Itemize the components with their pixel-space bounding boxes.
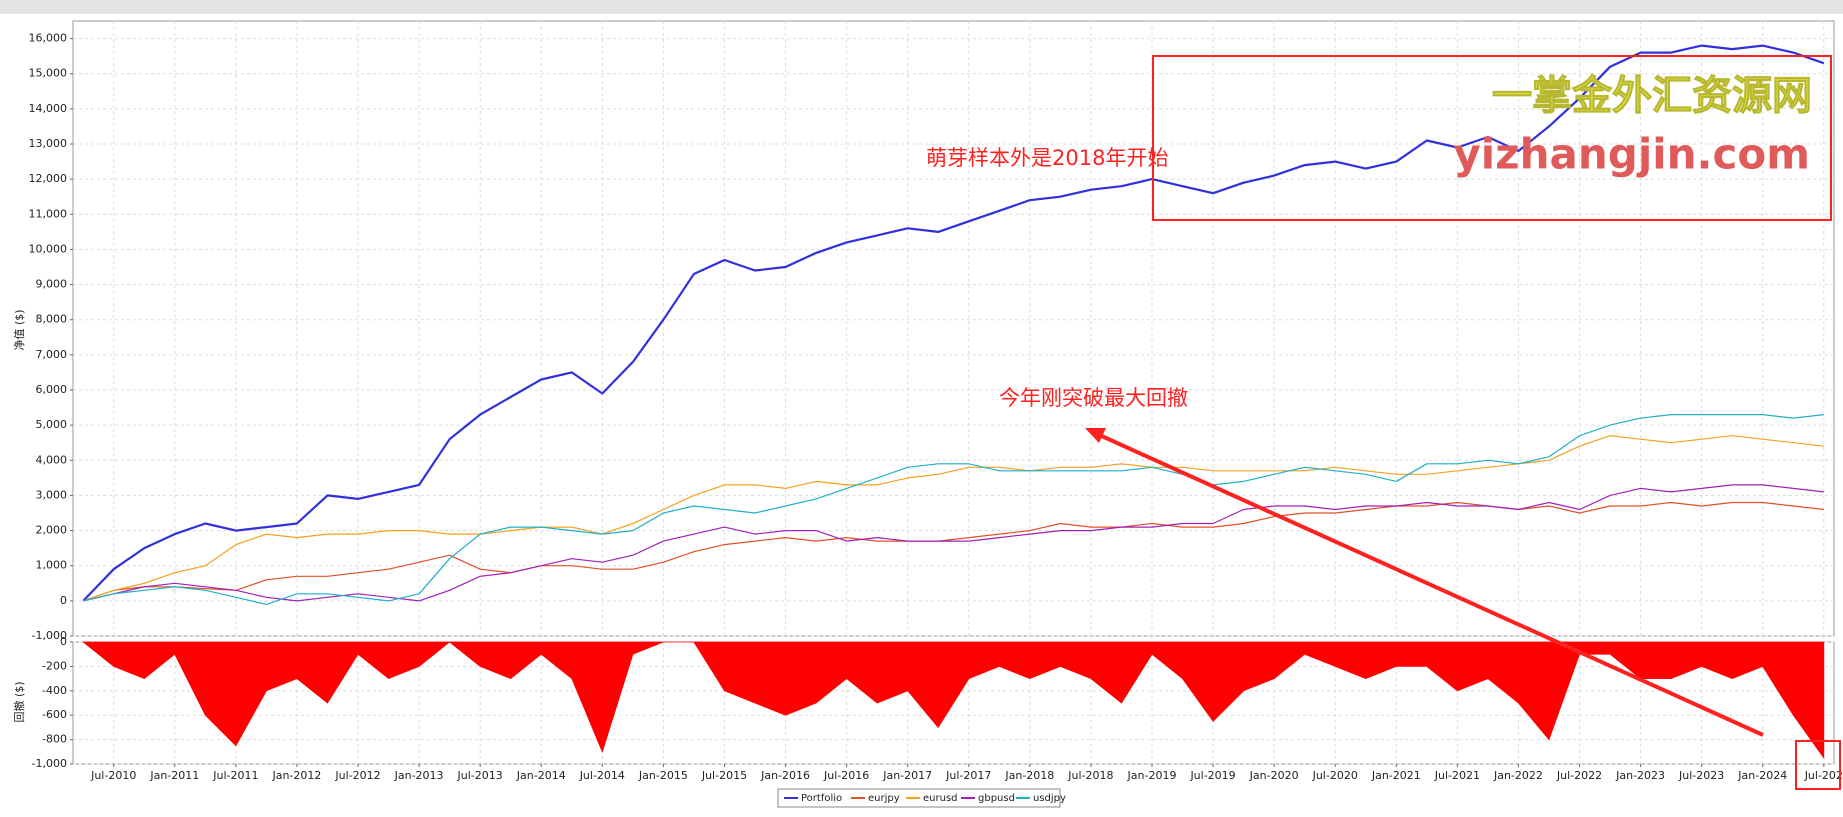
legend-label: usdjpy xyxy=(1033,793,1066,804)
y-tick-label: 2,000 xyxy=(36,524,68,537)
y-tick-label: -600 xyxy=(42,708,67,721)
y-tick-label: 1,000 xyxy=(36,559,68,572)
y-tick-label: 10,000 xyxy=(29,242,68,255)
x-tick-label: Jul-2021 xyxy=(1434,769,1480,782)
watermark: 一掌金外汇资源网 xyxy=(1492,73,1812,119)
arrow-head xyxy=(1085,428,1106,443)
y-tick-label: -400 xyxy=(42,684,67,697)
y-tick-label: 4,000 xyxy=(36,453,68,466)
x-tick-label: Jan-2018 xyxy=(1004,769,1054,782)
x-tick-label: Jan-2014 xyxy=(516,769,566,782)
y-tick-label: 11,000 xyxy=(29,207,68,220)
y-tick-label: 14,000 xyxy=(29,102,68,115)
y-tick-label: -1,000 xyxy=(32,757,67,770)
y-tick-label: 8,000 xyxy=(36,313,68,326)
x-tick-label: Jul-2011 xyxy=(212,769,258,782)
y-tick-label: 7,000 xyxy=(36,348,68,361)
x-tick-label: Jan-2024 xyxy=(1737,769,1787,782)
legend-label: eurjpy xyxy=(868,793,900,804)
y-tick-label: 9,000 xyxy=(36,278,68,291)
annotation: 萌芽样本外是2018年开始 xyxy=(926,146,1168,170)
arrow xyxy=(1094,431,1764,737)
series-line xyxy=(83,484,1824,602)
y-tick-label: 6,000 xyxy=(36,383,68,396)
x-tick-label: Jan-2023 xyxy=(1615,769,1665,782)
y-tick-label: 3,000 xyxy=(36,488,68,501)
x-tick-label: Jan-2017 xyxy=(882,769,932,782)
x-tick-label: Jul-2019 xyxy=(1189,769,1235,782)
x-tick-label: Jul-2020 xyxy=(1312,769,1358,782)
y-tick-label: 12,000 xyxy=(29,172,68,185)
toolbar xyxy=(0,0,1843,14)
x-tick-label: Jul-2013 xyxy=(457,769,503,782)
x-tick-label: Jan-2016 xyxy=(760,769,810,782)
x-tick-label: Jul-2016 xyxy=(823,769,869,782)
y-axis-label: 净值 ($) xyxy=(12,309,26,350)
legend-label: Portfolio xyxy=(801,793,842,804)
x-tick-label: Jan-2015 xyxy=(638,769,688,782)
series-line xyxy=(83,501,1824,602)
x-tick-label: Jul-202 xyxy=(1804,769,1843,782)
highlight-box xyxy=(1152,55,1832,221)
x-tick-label: Jul-2014 xyxy=(579,769,625,782)
x-tick-label: Jan-2020 xyxy=(1249,769,1299,782)
x-tick-label: Jul-2010 xyxy=(90,769,136,782)
x-tick-label: Jan-2021 xyxy=(1371,769,1421,782)
annotation: 今年刚突破最大回撤 xyxy=(999,386,1188,410)
x-tick-label: Jul-2022 xyxy=(1556,769,1602,782)
y-tick-label: 16,000 xyxy=(29,32,68,45)
x-tick-label: Jul-2012 xyxy=(334,769,380,782)
y-axis-label: 回撤 ($) xyxy=(12,681,26,722)
x-tick-label: Jul-2018 xyxy=(1067,769,1113,782)
y-tick-label: -200 xyxy=(42,659,67,672)
x-tick-label: Jul-2015 xyxy=(701,769,747,782)
legend-label: gbpusd xyxy=(978,793,1015,804)
series-line xyxy=(82,44,1825,602)
x-tick-label: Jan-2011 xyxy=(149,769,199,782)
y-tick-label: 13,000 xyxy=(29,137,68,150)
series-line xyxy=(83,414,1824,605)
watermark: yizhangjin.com xyxy=(1453,130,1810,179)
y-tick-label: -800 xyxy=(42,733,67,746)
x-tick-label: Jan-2022 xyxy=(1493,769,1543,782)
x-tick-label: Jan-2013 xyxy=(394,769,444,782)
x-tick-label: Jan-2019 xyxy=(1127,769,1177,782)
y-tick-label: 5,000 xyxy=(36,418,68,431)
x-tick-label: Jan-2012 xyxy=(271,769,321,782)
highlight-box xyxy=(1795,740,1841,790)
y-tick-label: 0 xyxy=(60,594,67,607)
series-line xyxy=(83,435,1824,602)
legend-label: eurusd xyxy=(923,793,958,804)
y-tick-label: -1,000 xyxy=(32,629,67,642)
y-tick-label: 15,000 xyxy=(29,67,68,80)
y-tick-label: 0 xyxy=(60,635,67,648)
x-tick-label: Jul-2017 xyxy=(945,769,991,782)
x-tick-label: Jul-2023 xyxy=(1678,769,1724,782)
